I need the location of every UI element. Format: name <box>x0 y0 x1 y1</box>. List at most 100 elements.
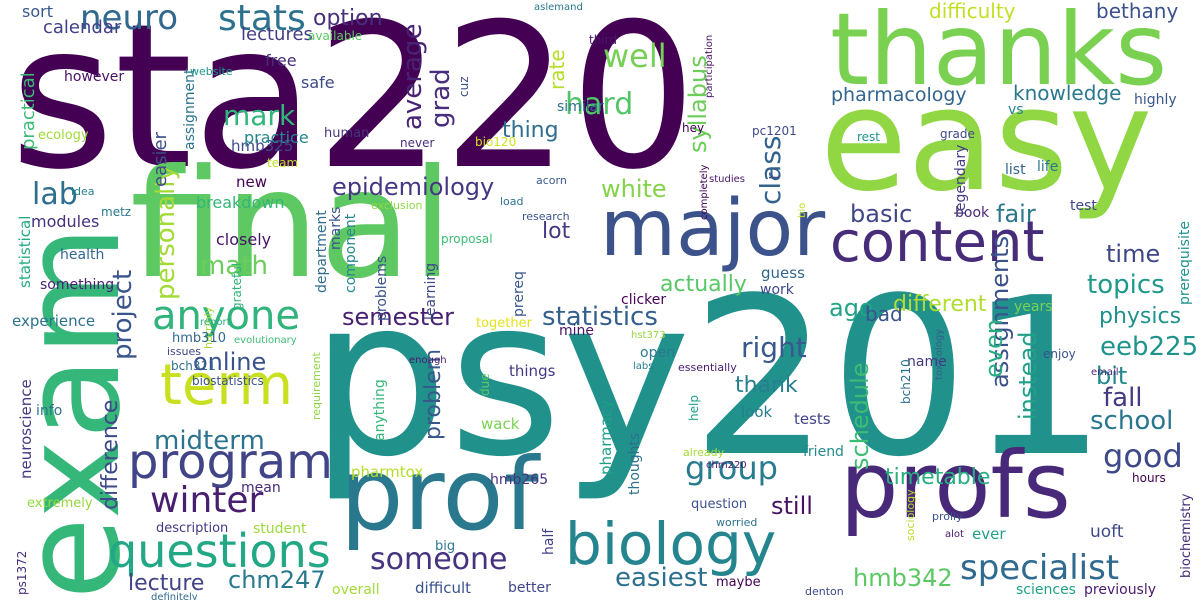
word-clicker: clicker <box>621 292 667 308</box>
word-human: human <box>324 126 370 141</box>
word-name: name <box>907 354 947 370</box>
word-online: online <box>193 348 267 376</box>
word-ago: ago <box>829 294 874 322</box>
word-previously: previously <box>1084 582 1157 598</box>
word-content: content <box>830 210 1045 275</box>
word-never: never <box>400 136 435 150</box>
word-hst373: hst373 <box>631 330 666 341</box>
word-research: research <box>522 210 570 223</box>
word-bch311: bch311 <box>171 359 216 373</box>
word-prerequisite: prerequisite <box>1177 221 1193 305</box>
word-look: look <box>741 403 773 421</box>
word-things: things <box>509 362 556 380</box>
word-info: info <box>36 403 63 419</box>
word-lecture: lecture <box>128 571 205 596</box>
word-statistics: statistics <box>542 302 658 332</box>
word-half: half <box>541 528 557 555</box>
word-modules: modules <box>31 212 100 231</box>
word-new: new <box>236 173 268 191</box>
word-metz: metz <box>101 205 132 219</box>
word-school: school <box>1090 406 1174 436</box>
word-exclusion: exclusion <box>371 199 423 212</box>
word-question: question <box>691 497 748 512</box>
word-legendary: legendary <box>953 144 969 215</box>
word-time: time <box>1106 240 1161 268</box>
word-anything: anything <box>372 379 388 441</box>
word-math: math <box>200 251 268 281</box>
word-together: together <box>476 316 532 331</box>
word-definitely: definitely <box>151 592 198 600</box>
word-open: open <box>640 345 675 361</box>
word-eeb225: eeb225 <box>1100 332 1199 362</box>
word-major: major <box>600 184 826 274</box>
word-toxicology: toxicology <box>934 328 945 380</box>
word-difficult: difficult <box>415 579 471 597</box>
word-hours: hours <box>1132 471 1166 485</box>
word-semester: semester <box>342 303 454 331</box>
word-physics: physics <box>1099 304 1182 329</box>
word-lab: lab <box>32 177 78 212</box>
word-hmb325: hmb325 <box>231 137 294 155</box>
word-easier: easier <box>150 132 171 187</box>
word-different: different <box>893 292 987 317</box>
word-sociology: sociology <box>904 489 917 541</box>
word-pharmtox: pharmtox <box>351 463 424 481</box>
word-issues: issues <box>167 345 201 358</box>
word-fair: fair <box>996 200 1036 228</box>
word-third: third <box>589 33 617 47</box>
word-grad: grad <box>426 68 456 128</box>
word-due: due <box>478 373 492 396</box>
word-marks: marks <box>328 206 344 250</box>
word-well: well <box>603 37 667 75</box>
word-mine: mine <box>559 323 595 339</box>
word-studies: studies <box>709 174 745 185</box>
word-chm247: chm247 <box>228 566 326 594</box>
word-ps1372: ps1372 <box>15 550 29 595</box>
word-average: average <box>398 23 428 130</box>
word-group: group <box>685 449 778 487</box>
word-practice: practice <box>244 128 309 147</box>
word-highly: highly <box>1134 92 1177 108</box>
word-life: life <box>1037 159 1059 175</box>
word-rest: rest <box>857 130 881 144</box>
word-prof: prof <box>340 436 539 553</box>
word-health: health <box>60 247 105 263</box>
word-lot: lot <box>542 219 571 244</box>
word-schedule: schedule <box>846 362 874 470</box>
word-profs: profs <box>840 432 1071 539</box>
word-easy: easy <box>820 58 1153 223</box>
word-practical: practical <box>18 72 39 150</box>
word-proposal: proposal <box>441 232 493 246</box>
word-sciences: sciences <box>1016 582 1076 598</box>
word-closely: closely <box>216 230 272 249</box>
word-report: report <box>200 317 231 328</box>
word-description: description <box>156 521 229 536</box>
word-winter: winter <box>150 480 264 521</box>
word-worried: worried <box>716 516 758 529</box>
word-difficulty: difficulty <box>929 0 1016 23</box>
word-evolutionary: evolutionary <box>234 335 297 346</box>
word-list: list <box>1005 162 1026 178</box>
word-participation: participation <box>704 34 715 98</box>
word-completely: completely <box>699 164 710 220</box>
word-thank: thank <box>735 373 798 398</box>
word-something: something <box>40 277 115 293</box>
word-hmb310: hmb310 <box>172 331 226 346</box>
word-pharmacy: pharmacy <box>597 399 615 475</box>
word-basic: basic <box>850 200 913 228</box>
word-biology: biology <box>565 510 777 578</box>
word-tests: tests <box>794 410 831 428</box>
word-anyone: anyone <box>152 293 300 339</box>
word-guess: guess <box>761 264 805 282</box>
word-idea: idea <box>71 185 95 198</box>
word-option: option <box>313 6 383 31</box>
word-mean: mean <box>241 480 281 496</box>
word-book: book <box>955 205 990 221</box>
word-requirement: requirement <box>310 352 323 420</box>
word-timetable: timetable <box>885 465 991 490</box>
word-prereq: prereq <box>511 271 527 317</box>
word-class: class <box>754 135 787 205</box>
word-white: white <box>601 175 667 203</box>
word-free: free <box>265 51 297 70</box>
word-safe: safe <box>301 73 335 92</box>
